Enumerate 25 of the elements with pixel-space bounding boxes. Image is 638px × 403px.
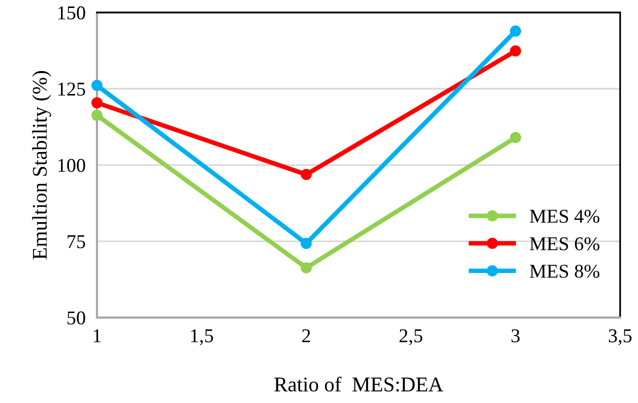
x-tick-label: 3,5 xyxy=(608,329,632,346)
point xyxy=(91,110,103,121)
point xyxy=(510,45,522,56)
point xyxy=(300,262,312,274)
point xyxy=(510,26,522,37)
point xyxy=(300,168,312,180)
x-tick-label: 1 xyxy=(94,329,101,342)
x-tick-label: 2 xyxy=(302,329,310,342)
y-tick-label: 100 xyxy=(58,158,86,172)
y-tick-label: 50 xyxy=(68,311,86,324)
y-tick-label: 150 xyxy=(58,6,86,20)
legend-label: MES 4% xyxy=(530,210,600,223)
legend-label: MES 8% xyxy=(530,264,600,278)
y-tick-label: 125 xyxy=(58,82,86,96)
point xyxy=(91,97,103,108)
point xyxy=(91,80,103,91)
x-tick-label: 1,5 xyxy=(191,329,213,346)
x-tick-label: 2,5 xyxy=(400,329,422,346)
point xyxy=(510,132,522,144)
legend-label: MES 6% xyxy=(530,237,600,250)
y-axis-title: Emultion Stability (%) xyxy=(32,71,52,260)
y-tick-label: 75 xyxy=(68,235,86,248)
point xyxy=(300,238,312,249)
x-tick-label: 3 xyxy=(512,329,520,342)
x-axis-title: Ratio of MES:DEA xyxy=(274,376,444,392)
